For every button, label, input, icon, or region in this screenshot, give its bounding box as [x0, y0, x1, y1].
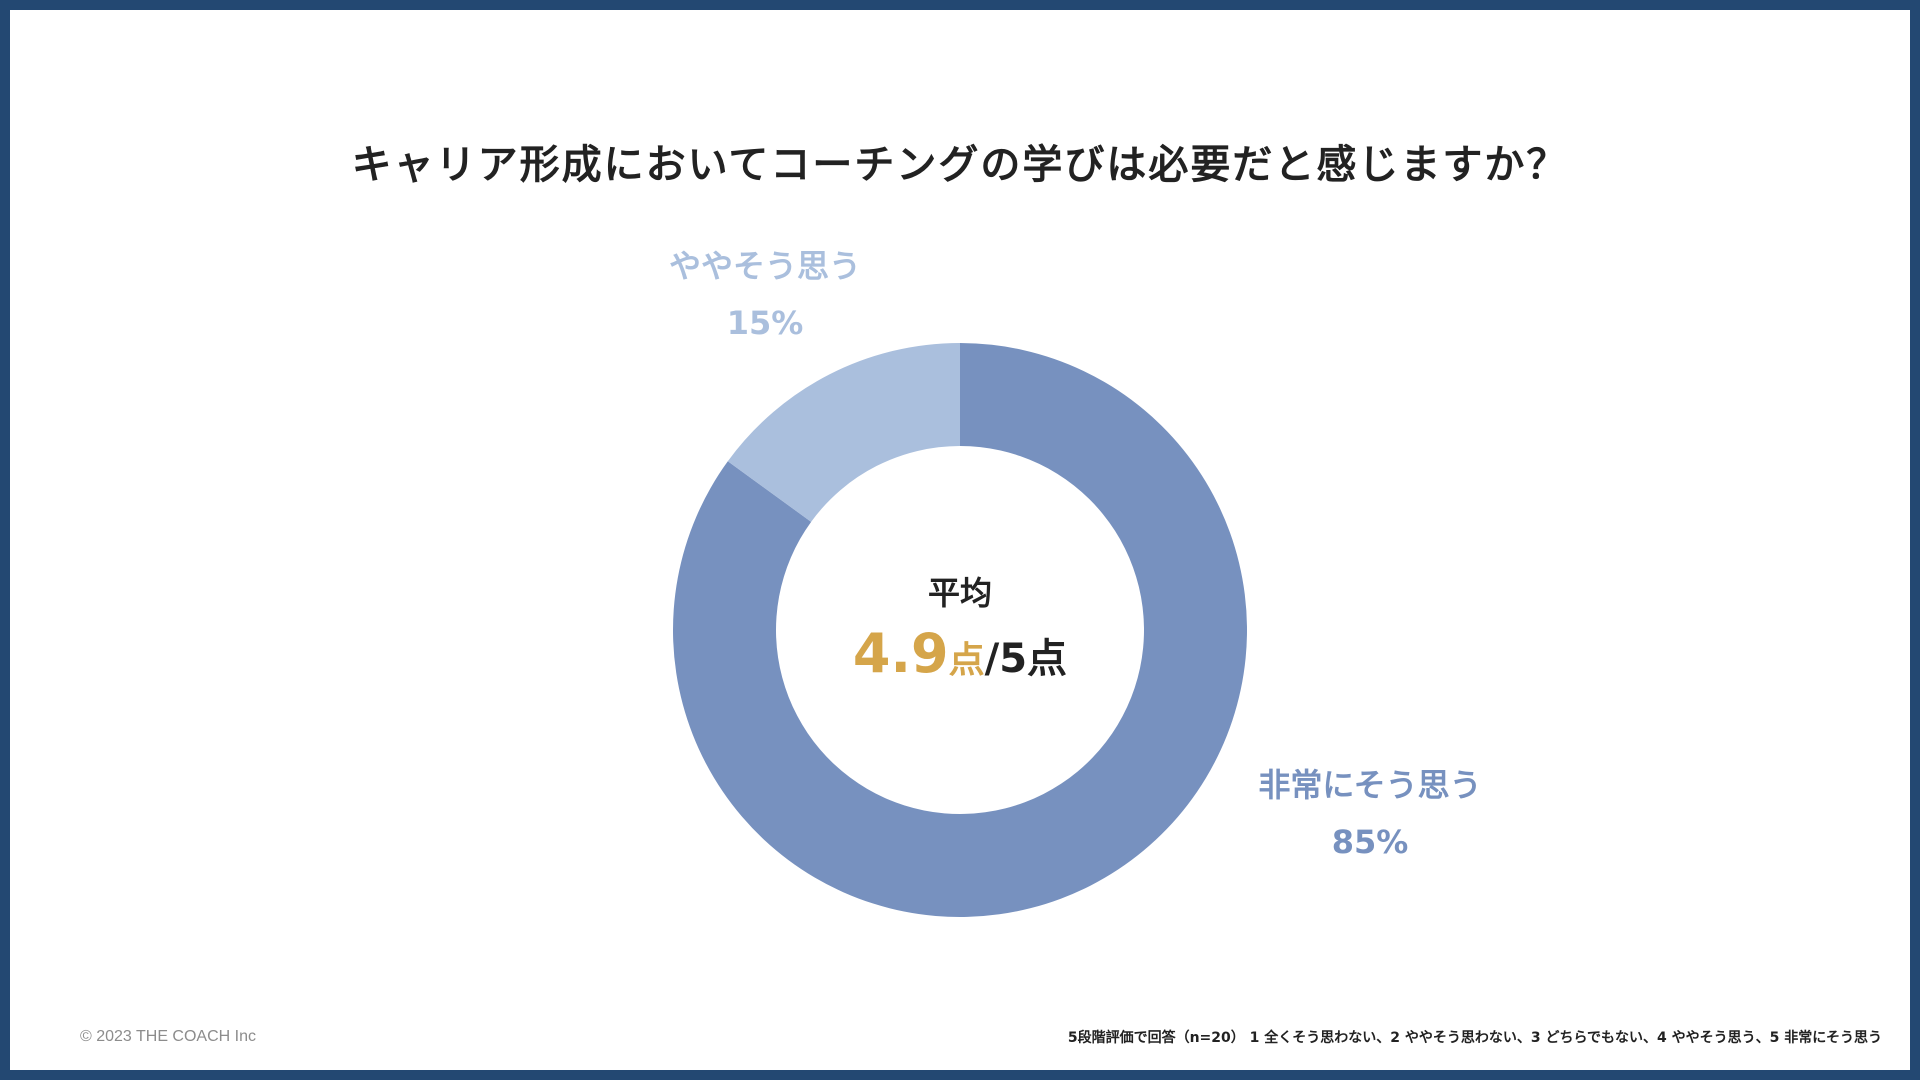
score-separator: / — [984, 636, 1000, 682]
donut-slice-2 — [727, 343, 960, 522]
average-score: 4.9 — [852, 622, 949, 685]
copyright: © 2023 THE COACH Inc — [80, 1028, 256, 1045]
slice-value-label-2: 15% — [727, 304, 804, 342]
center-average-label: 平均 — [927, 574, 992, 612]
donut-slice-1 — [673, 343, 1248, 917]
slice-category-label-1: 非常にそう思う — [1258, 766, 1481, 804]
chart-title: キャリア形成においてコーチングの学びは必要だと感じますか？ — [351, 142, 1569, 188]
max-score: 5点 — [999, 636, 1068, 682]
slice-value-label-1: 85% — [1332, 823, 1409, 861]
slice-category-label-2: ややそう思う — [669, 247, 861, 285]
scale-footnote: 5段階評価で回答（n=20） 1 全くそう思わない、2 ややそう思わない、3 ど… — [1067, 1030, 1882, 1046]
average-score-unit: 点 — [948, 640, 985, 681]
center-average-value: 4.9点/5点 — [760, 622, 1160, 685]
